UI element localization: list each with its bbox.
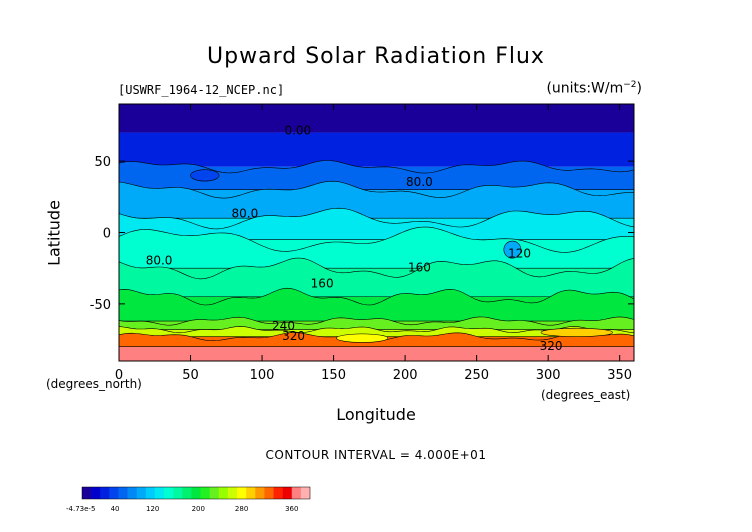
colorbar-swatch <box>300 487 311 499</box>
colorbar-tick-label: 40 <box>111 505 120 513</box>
colorbar-min-label: -4.73e-5 <box>66 505 95 513</box>
heatmap-detail <box>119 160 634 348</box>
contour-label: 240 <box>272 319 295 333</box>
contour-region <box>119 226 634 269</box>
x-tick-label: 200 <box>393 368 418 383</box>
units-label: (units:W/m−2) <box>546 80 642 97</box>
contour-label: 320 <box>540 339 563 353</box>
colorbar-swatch <box>82 487 92 499</box>
chart-title: Upward Solar Radiation Flux <box>207 44 545 69</box>
colorbar-swatch <box>264 487 274 499</box>
contour-blob <box>190 169 220 182</box>
colorbar-swatch <box>127 487 138 499</box>
colorbar-frame <box>81 486 311 500</box>
colorbar-swatch <box>273 487 283 499</box>
colorbar-swatch <box>118 487 128 499</box>
colorbar-swatch <box>291 487 302 499</box>
y-tick-label: 50 <box>94 155 111 170</box>
colorbar-swatch <box>145 487 156 499</box>
contour-region <box>119 257 634 298</box>
contour-label: 160 <box>311 276 334 290</box>
contour-region <box>119 287 634 322</box>
contour-region <box>119 207 634 240</box>
colorbar-swatch <box>246 487 256 499</box>
x-tick-label: 150 <box>321 368 346 383</box>
y-unit-label: (degrees_north) <box>46 377 142 391</box>
x-unit-label: (degrees_east) <box>541 388 631 402</box>
colorbar-swatch <box>136 487 147 499</box>
contour-blob <box>540 327 613 338</box>
contour-region <box>119 316 634 330</box>
contour-label: 80.0 <box>406 175 433 189</box>
heatmap-band <box>119 132 634 167</box>
colorbar-swatch <box>164 487 174 499</box>
colorbar-tick-label: 120 <box>146 505 159 513</box>
y-tick-label: 0 <box>103 227 111 242</box>
contour-label: 160 <box>408 261 431 275</box>
colorbar-swatch <box>282 487 293 499</box>
colorbar-swatch <box>154 487 165 499</box>
colorbar-swatch <box>255 487 265 499</box>
colorbar-swatch <box>191 487 201 499</box>
x-tick-label: 100 <box>250 368 275 383</box>
x-tick-label: 300 <box>536 368 561 383</box>
x-axis-ticks: 0 50 100 150 200 250 300 350 <box>115 104 632 383</box>
colorbar-swatch <box>237 487 247 499</box>
contour-blob <box>336 333 389 343</box>
contour-region <box>119 180 634 219</box>
colorbar-swatch <box>173 487 183 499</box>
contour-interval-label: CONTOUR INTERVAL = 4.000E+01 <box>265 448 487 462</box>
x-tick-label: 50 <box>182 368 199 383</box>
colorbar-swatch <box>200 487 210 499</box>
colorbar: -4.73e-5 40 120 200 280 360 <box>66 486 311 513</box>
contour-label: 120 <box>508 246 531 260</box>
colorbar-swatch <box>182 487 192 499</box>
colorbar-swatch <box>209 487 220 499</box>
y-axis-ticks: 50 0 -50 <box>90 155 634 313</box>
contour-blob <box>503 240 522 259</box>
x-tick-label: 250 <box>464 368 489 383</box>
colorbar-swatch <box>100 487 110 499</box>
file-label: [USWRF_1964-12_NCEP.nc] <box>118 83 285 97</box>
contour-label: 0.00 <box>284 124 311 138</box>
colorbar-swatch <box>218 487 229 499</box>
heatmap-band <box>119 346 634 361</box>
colorbar-tick-label: 280 <box>235 505 248 513</box>
x-tick-label: 0 <box>115 368 123 383</box>
colorbar-swatch <box>91 487 101 499</box>
colorbar-swatch <box>227 487 238 499</box>
heatmap-band <box>119 104 634 133</box>
contour-label: 320 <box>282 329 305 343</box>
colorbar-tick-label: 360 <box>285 505 298 513</box>
contour-label: 80.0 <box>146 254 173 268</box>
x-tick-label: 350 <box>607 368 632 383</box>
y-tick-label: -50 <box>90 298 111 313</box>
contour-region <box>119 160 634 190</box>
contour-label: 80.0 <box>232 206 259 220</box>
colorbar-swatch <box>109 487 119 499</box>
colorbar-tick-label: 200 <box>192 505 205 513</box>
x-axis-label: Longitude <box>336 405 416 424</box>
